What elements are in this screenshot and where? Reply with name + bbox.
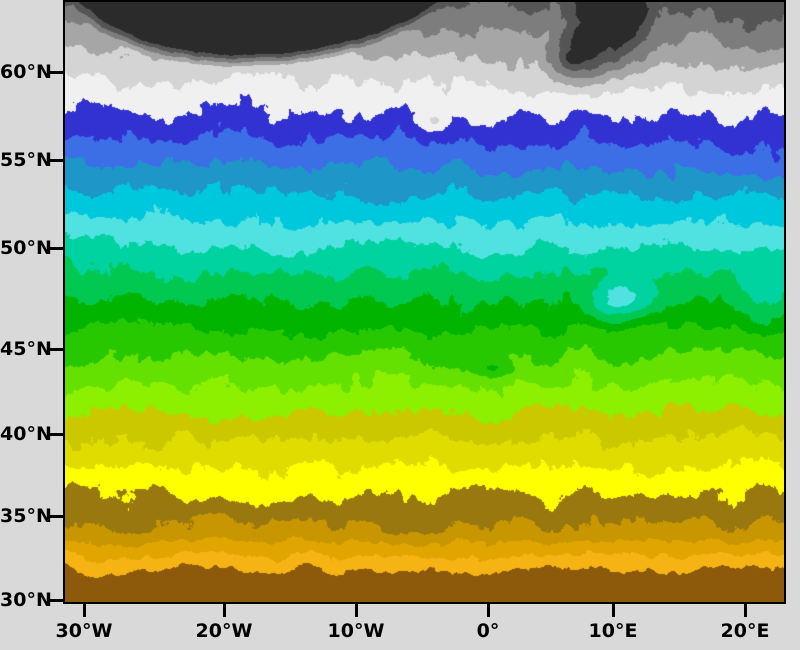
- y-tick-label-60: 60°N: [0, 61, 52, 83]
- x-tick-mark-0: [83, 604, 86, 617]
- x-tick-label-2: 10°W: [327, 620, 385, 642]
- contour-field-canvas: [65, 2, 784, 602]
- x-tick-mark-2: [355, 604, 358, 617]
- x-tick-mark-5: [744, 604, 747, 617]
- y-tick-label-45: 45°N: [0, 338, 52, 360]
- y-tick-mark-50: [50, 247, 63, 250]
- y-tick-mark-45: [50, 348, 63, 351]
- y-tick-label-30: 30°N: [0, 589, 52, 611]
- x-tick-label-4: 10°E: [588, 620, 638, 642]
- x-tick-label-0: 30°W: [55, 620, 113, 642]
- x-tick-label-5: 20°E: [720, 620, 770, 642]
- y-tick-label-35: 35°N: [0, 505, 52, 527]
- x-tick-mark-4: [612, 604, 615, 617]
- y-tick-mark-40: [50, 433, 63, 436]
- x-tick-mark-1: [223, 604, 226, 617]
- x-tick-label-3: 0°: [476, 620, 500, 642]
- y-tick-mark-35: [50, 515, 63, 518]
- y-tick-label-40: 40°N: [0, 423, 52, 445]
- y-tick-label-50: 50°N: [0, 237, 52, 259]
- map-plot-area[interactable]: [63, 0, 786, 604]
- y-tick-mark-55: [50, 159, 63, 162]
- y-tick-mark-60: [50, 71, 63, 74]
- x-tick-label-1: 20°W: [195, 620, 253, 642]
- x-tick-mark-3: [487, 604, 490, 617]
- y-tick-mark-30: [50, 599, 63, 602]
- y-tick-label-55: 55°N: [0, 149, 52, 171]
